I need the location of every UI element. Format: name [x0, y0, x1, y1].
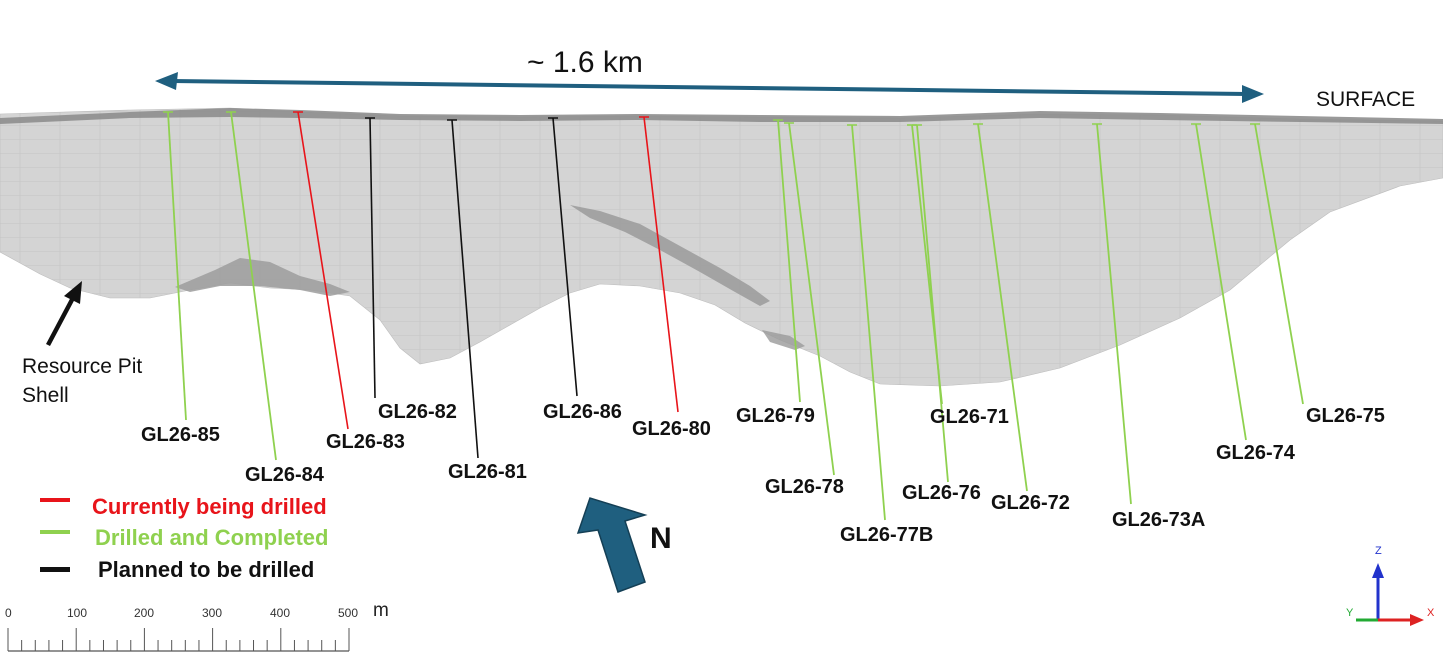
- drill-hole-trace: [1195, 123, 1247, 441]
- pit-pointer-arrow: [46, 281, 82, 347]
- drill-hole-label: GL26-75: [1306, 405, 1385, 427]
- scale-tick-label: 400: [270, 606, 291, 620]
- axes-triad-icon: Z X Y: [1346, 545, 1435, 626]
- drill-hole-trace: [297, 111, 349, 430]
- drill-hole-trace: [369, 117, 376, 399]
- pit-shell: [0, 107, 1443, 387]
- ore-zone-left: [175, 258, 350, 296]
- north-label: N: [650, 522, 672, 555]
- drill-hole-label: GL26-86: [543, 401, 622, 423]
- drill-hole-label: GL26-71: [930, 406, 1009, 428]
- drill-hole-trace: [788, 122, 835, 476]
- drill-hole-trace: [851, 124, 886, 521]
- width-label: ~ 1.6 km: [527, 46, 643, 79]
- drill-hole-label: GL26-81: [448, 461, 527, 483]
- scale-tick-label: 0: [5, 606, 12, 620]
- scale-tick-label: 300: [202, 606, 223, 620]
- drill-hole-label: GL26-77B: [840, 524, 934, 546]
- axis-z-label: Z: [1375, 545, 1382, 557]
- scale-tick-label: 100: [67, 606, 88, 620]
- drill-hole-trace: [167, 111, 187, 421]
- pit-label-line1: Resource Pit: [22, 355, 143, 378]
- legend-item-drilling: Currently being drilled: [92, 494, 327, 519]
- drill-hole-trace: [451, 119, 479, 459]
- surface-topography: [0, 108, 1443, 124]
- axis-x-label: X: [1427, 607, 1435, 619]
- drill-hole-label: GL26-83: [326, 431, 405, 453]
- drill-hole-label: GL26-80: [632, 418, 711, 440]
- drill-hole-label: GL26-72: [991, 492, 1070, 514]
- legend-swatches: [40, 498, 70, 572]
- drill-hole-trace: [916, 124, 949, 483]
- legend-item-completed: Drilled and Completed: [95, 525, 329, 550]
- pit-shell-label: Resource Pit Shell: [22, 352, 182, 410]
- drill-hole-label: GL26-76: [902, 482, 981, 504]
- scale-unit: m: [373, 600, 389, 621]
- legend-item-planned: Planned to be drilled: [98, 557, 315, 582]
- ore-zone-right: [762, 330, 805, 350]
- drill-hole-label: GL26-84: [245, 464, 324, 486]
- scale-bar: [7, 628, 350, 652]
- surface-label: SURFACE: [1316, 88, 1416, 111]
- scale-tick-label: 500: [338, 606, 359, 620]
- ore-zone-middle: [570, 205, 770, 306]
- scale-tick-label: 200: [134, 606, 155, 620]
- drill-hole-trace: [1096, 123, 1132, 505]
- drill-hole-label: GL26-78: [765, 476, 844, 498]
- drill-hole-label: GL26-82: [378, 401, 457, 423]
- drill-hole-trace: [1254, 123, 1304, 405]
- north-arrow: [576, 497, 648, 593]
- drill-hole-label: GL26-73A: [1112, 509, 1206, 531]
- drill-hole-trace: [777, 119, 801, 403]
- pit-label-line2: Shell: [22, 384, 69, 407]
- width-arrow: [155, 72, 1264, 103]
- drill-hole-label: GL26-74: [1216, 442, 1295, 464]
- drill-hole-trace: [230, 111, 277, 461]
- drill-hole-label: GL26-79: [736, 405, 815, 427]
- drill-hole-trace: [977, 123, 1028, 492]
- drill-hole-label: GL26-85: [141, 424, 220, 446]
- drill-holes: [163, 111, 1304, 521]
- drill-hole-trace: [552, 117, 578, 397]
- drill-hole-trace: [643, 116, 679, 413]
- axis-y-label: Y: [1346, 607, 1354, 619]
